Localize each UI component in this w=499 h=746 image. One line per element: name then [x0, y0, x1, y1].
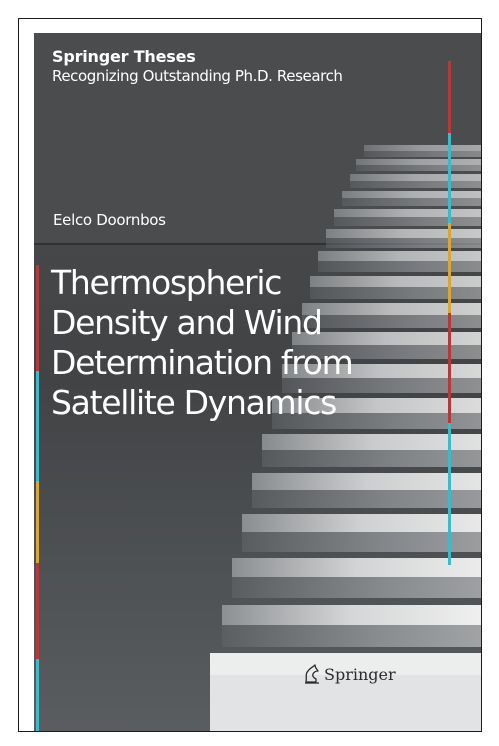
series-subtitle: Recognizing Outstanding Ph.D. Research — [52, 67, 343, 85]
left-color-stripe — [36, 265, 39, 731]
stairs-illustration — [34, 33, 481, 731]
springer-horse-icon — [305, 664, 319, 684]
book-title-line-1: Thermospheric — [51, 263, 282, 302]
author-name: Eelco Doornbos — [53, 211, 166, 229]
book-title-line-2: Density and Wind — [51, 303, 323, 342]
right-color-stripe — [448, 61, 451, 565]
stair-steps — [210, 145, 481, 731]
series-name: Springer Theses — [52, 47, 196, 66]
book-cover: Springer Theses Recognizing Outstanding … — [34, 33, 481, 731]
book-title-line-4: Satellite Dynamics — [51, 383, 337, 422]
book-title-line-3: Determination from — [51, 343, 354, 382]
book-cover-frame: Springer Theses Recognizing Outstanding … — [18, 18, 482, 732]
publisher-name: Springer — [324, 665, 396, 684]
